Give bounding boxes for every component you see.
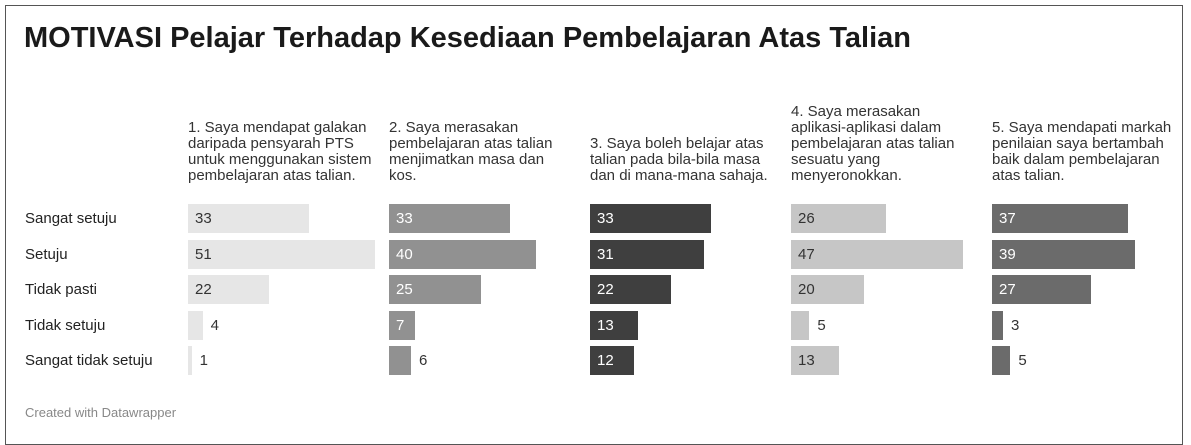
bar [992,275,1091,304]
bar [791,346,839,375]
value-label: 12 [597,352,614,369]
bar [389,310,415,340]
value-label: 25 [396,281,413,298]
bar [992,346,1011,375]
panel-header: 1. Saya mendapat galakan daripada pensya… [188,119,372,184]
bar [590,239,704,269]
bar [188,275,269,304]
value-label: 3 [1011,316,1020,334]
value-label: 5 [1018,352,1027,369]
value-label: 1 [199,352,208,369]
bar [188,346,192,375]
bar [188,204,309,233]
panel-header: 2. Saya merasakan pembelajaran atas tali… [389,119,553,184]
value-label: 22 [195,281,212,298]
bar [590,204,711,233]
panel-header: 5. Saya mendapati markah penilaian saya … [992,119,1172,184]
bar [590,275,671,304]
panel-header: 4. Saya merasakan aplikasi-aplikasi dala… [791,103,955,184]
value-label: 13 [798,352,815,369]
value-label: 33 [195,210,212,227]
value-label: 31 [597,245,614,263]
value-label: 27 [999,281,1016,298]
bar [791,310,810,340]
bar [791,275,865,304]
row-label: Sangat setuju [25,210,117,227]
value-label: 33 [396,210,413,227]
value-label: 51 [195,245,212,263]
value-label: 22 [597,281,614,298]
value-label: 40 [396,245,413,263]
bar [389,204,510,233]
value-label: 47 [798,245,815,263]
value-label: 33 [597,210,614,227]
bar [389,275,481,304]
row-label: Tidak setuju [25,316,106,334]
bar [188,310,203,340]
bar [791,204,887,233]
value-label: 37 [999,210,1016,227]
panel-header: 3. Saya boleh belajar atas talian pada b… [590,135,768,184]
row-label: Tidak pasti [25,281,97,298]
bar [590,310,638,340]
footer: Created with Datawrapper [25,405,177,420]
value-label: 7 [396,316,405,334]
bar [188,239,375,269]
row-label: Sangat tidak setuju [25,352,153,369]
bar [992,310,1003,340]
page: MOTIVASI Pelajar Terhadap Kesediaan Pemb… [5,5,1183,445]
value-label: 13 [597,316,614,334]
bar [590,346,634,375]
value-label: 5 [817,316,826,334]
value-label: 39 [999,245,1016,263]
value-label: 26 [798,210,815,227]
bar [992,204,1128,233]
bar [389,346,411,375]
chart-title: MOTIVASI Pelajar Terhadap Kesediaan Pemb… [24,22,911,54]
value-label: 20 [798,281,815,298]
row-label: Setuju [25,245,68,263]
bar [791,239,964,269]
bar [992,239,1135,269]
value-label: 6 [419,352,428,369]
value-label: 4 [210,316,219,334]
bar [389,239,536,269]
